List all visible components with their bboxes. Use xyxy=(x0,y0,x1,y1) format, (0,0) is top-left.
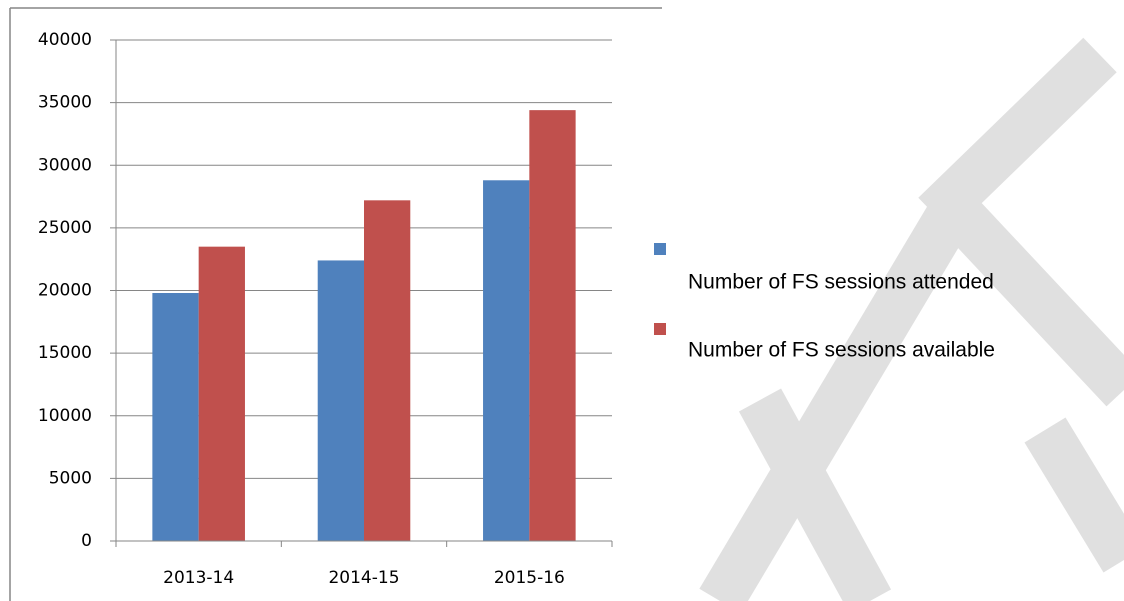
y-tick-label: 0 xyxy=(81,531,92,551)
legend-swatch xyxy=(654,243,666,255)
bar xyxy=(364,200,411,541)
y-tick-label: 15000 xyxy=(38,343,92,363)
watermark-stroke xyxy=(738,388,892,601)
bar xyxy=(483,180,530,541)
bar xyxy=(198,246,245,541)
x-tick-label: 2015-16 xyxy=(494,568,565,588)
bar xyxy=(152,293,199,541)
y-tick-label: 35000 xyxy=(38,93,92,113)
legend-label: Number of FS sessions available xyxy=(688,339,995,362)
x-tick-label: 2014-15 xyxy=(328,568,399,588)
legend-swatch xyxy=(654,323,666,335)
legend-label: Number of FS sessions attended xyxy=(688,271,994,294)
y-tick-label: 40000 xyxy=(38,30,92,50)
bar xyxy=(529,110,576,541)
watermark-stroke xyxy=(918,37,1117,233)
watermark xyxy=(699,37,1124,601)
y-tick-label: 20000 xyxy=(38,281,92,301)
x-tick-label: 2013-14 xyxy=(163,568,234,588)
bar xyxy=(317,260,364,541)
watermark-stroke xyxy=(699,202,971,601)
y-tick-label: 5000 xyxy=(49,468,92,488)
watermark-stroke xyxy=(942,198,1124,407)
watermark-stroke xyxy=(1024,417,1124,573)
y-tick-label: 30000 xyxy=(38,155,92,175)
y-tick-label: 10000 xyxy=(38,406,92,426)
y-tick-label: 25000 xyxy=(38,218,92,238)
